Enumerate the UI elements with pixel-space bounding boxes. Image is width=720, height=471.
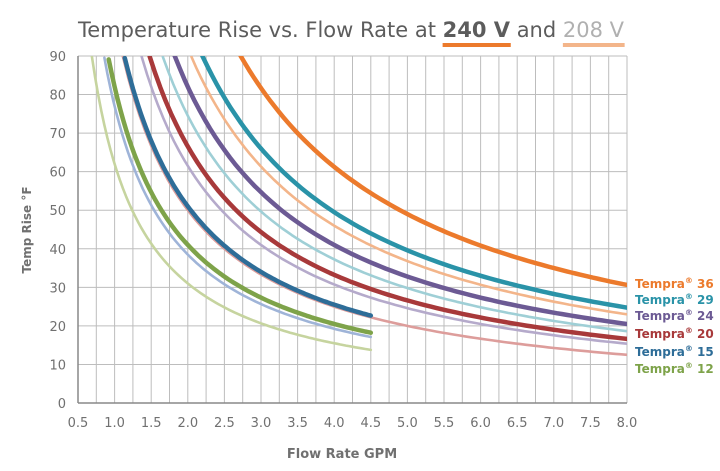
series-line-20-240 xyxy=(147,56,627,342)
x-tick-label: 7.0 xyxy=(543,416,564,431)
title-joiner: and xyxy=(510,18,563,42)
y-tick-label: 70 xyxy=(49,127,66,142)
x-tick-label: 6.5 xyxy=(507,416,528,431)
y-tick-label: 20 xyxy=(49,320,66,335)
title-prefix: Temperature Rise vs. Flow Rate at xyxy=(77,18,443,42)
title-240v-underline xyxy=(442,43,511,47)
legend-registered-mark: ® xyxy=(685,276,693,285)
legend-registered-mark: ® xyxy=(685,361,693,370)
series-line-24-208 xyxy=(140,56,627,346)
legend-entry: Tempra® 15 xyxy=(635,344,714,359)
legend-registered-mark: ® xyxy=(685,326,693,335)
legend-entry-number: 20 xyxy=(693,327,714,341)
series-line-29-208 xyxy=(161,56,627,333)
x-tick-label: 4.0 xyxy=(324,416,345,431)
tick-labels: 0.5 1.0 1.5 2.0 2.5 3.0 3.5 4.0 4.5 5.0 5.5 6.0 6.5 7… xyxy=(49,50,637,431)
x-tick-label: 3.5 xyxy=(287,416,308,431)
series-line-36-208 xyxy=(190,56,627,316)
legend-registered-mark: ® xyxy=(685,308,693,317)
legend-entry-name: Tempra xyxy=(635,345,685,359)
y-tick-label: 80 xyxy=(49,89,66,104)
legend-registered-mark: ® xyxy=(685,344,693,353)
y-tick-label: 10 xyxy=(49,358,66,373)
legend-entry-name: Tempra xyxy=(635,277,685,291)
legend-entry-number: 24 xyxy=(693,309,714,323)
legend-registered-mark: ® xyxy=(685,292,693,301)
legend-entry-number: 12 xyxy=(693,362,714,376)
title-240v: 240 V xyxy=(443,18,511,42)
legend-entry-number: 29 xyxy=(693,293,714,307)
y-axis-title: Temp Rise °F xyxy=(20,186,34,273)
legend-entry: Tempra® 36 xyxy=(635,276,714,291)
y-tick-label: 50 xyxy=(49,204,66,219)
legend-entry: Tempra® 20 xyxy=(635,326,714,341)
x-tick-label: 8.0 xyxy=(617,416,638,431)
legend-entry-number: 36 xyxy=(693,277,714,291)
x-tick-label: 6.0 xyxy=(470,416,491,431)
legend-entry-name: Tempra xyxy=(635,309,685,323)
x-tick-label: 0.5 xyxy=(68,416,89,431)
title-208v-underline xyxy=(562,43,625,47)
series-line-20-208 xyxy=(121,56,627,357)
x-tick-label: 4.5 xyxy=(360,416,381,431)
series-line-15-208 xyxy=(103,56,373,339)
x-tick-label: 5.0 xyxy=(397,416,418,431)
x-tick-label: 1.5 xyxy=(141,416,162,431)
x-axis-title: Flow Rate GPM xyxy=(287,447,397,462)
axes xyxy=(77,56,627,404)
x-tick-label: 2.0 xyxy=(177,416,198,431)
y-tick-label: 40 xyxy=(49,243,66,258)
legend-entry-number: 15 xyxy=(693,345,714,359)
legend-entry: Tempra® 24 xyxy=(635,308,714,323)
x-tick-label: 1.0 xyxy=(104,416,125,431)
series-line-24-240 xyxy=(172,56,627,327)
x-tick-label: 2.5 xyxy=(214,416,235,431)
x-tick-label: 7.5 xyxy=(580,416,601,431)
y-tick-label: 0 xyxy=(58,397,66,412)
series-line-36-240 xyxy=(238,56,627,288)
series-line-12-208 xyxy=(90,56,373,352)
chart-title: Temperature Rise vs. Flow Rate at 240 V … xyxy=(77,18,625,42)
y-tick-label: 30 xyxy=(49,281,66,296)
series-line-12-240 xyxy=(106,57,374,335)
y-tick-label: 90 xyxy=(49,50,66,65)
x-tick-label: 5.5 xyxy=(434,416,455,431)
series-line-29-240 xyxy=(200,56,627,310)
series-lines xyxy=(90,56,627,357)
legend-entry-name: Tempra xyxy=(635,327,685,341)
y-tick-label: 60 xyxy=(49,166,66,181)
series-line-15-240 xyxy=(122,56,374,318)
x-tick-label: 3.0 xyxy=(251,416,272,431)
legend-entry: Tempra® 12 xyxy=(635,361,714,376)
legend-entry-name: Tempra xyxy=(635,362,685,376)
legend-entry: Tempra® 29 xyxy=(635,292,714,307)
title-208v: 208 V xyxy=(563,18,625,42)
legend-entry-name: Tempra xyxy=(635,293,685,307)
